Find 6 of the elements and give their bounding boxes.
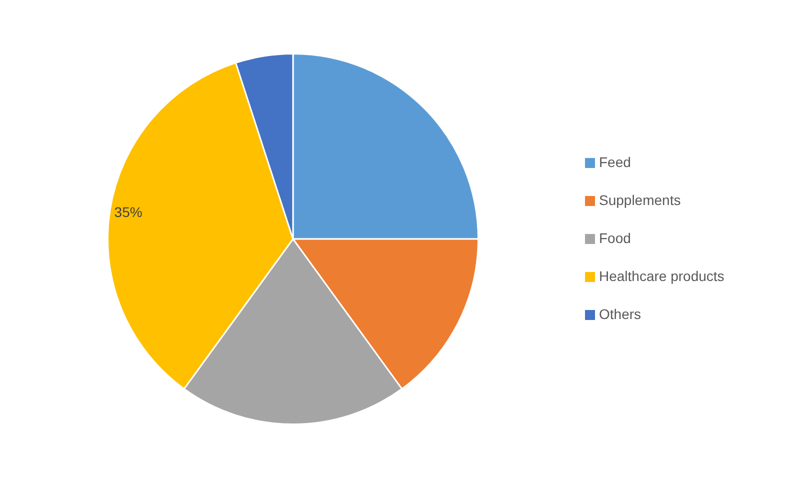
legend-label: Feed bbox=[599, 154, 631, 170]
legend-label: Others bbox=[599, 306, 642, 322]
data-label: 35% bbox=[114, 204, 142, 220]
legend-label: Food bbox=[599, 230, 631, 246]
legend-label: Supplements bbox=[599, 192, 681, 208]
legend-label: Healthcare products bbox=[599, 268, 724, 284]
